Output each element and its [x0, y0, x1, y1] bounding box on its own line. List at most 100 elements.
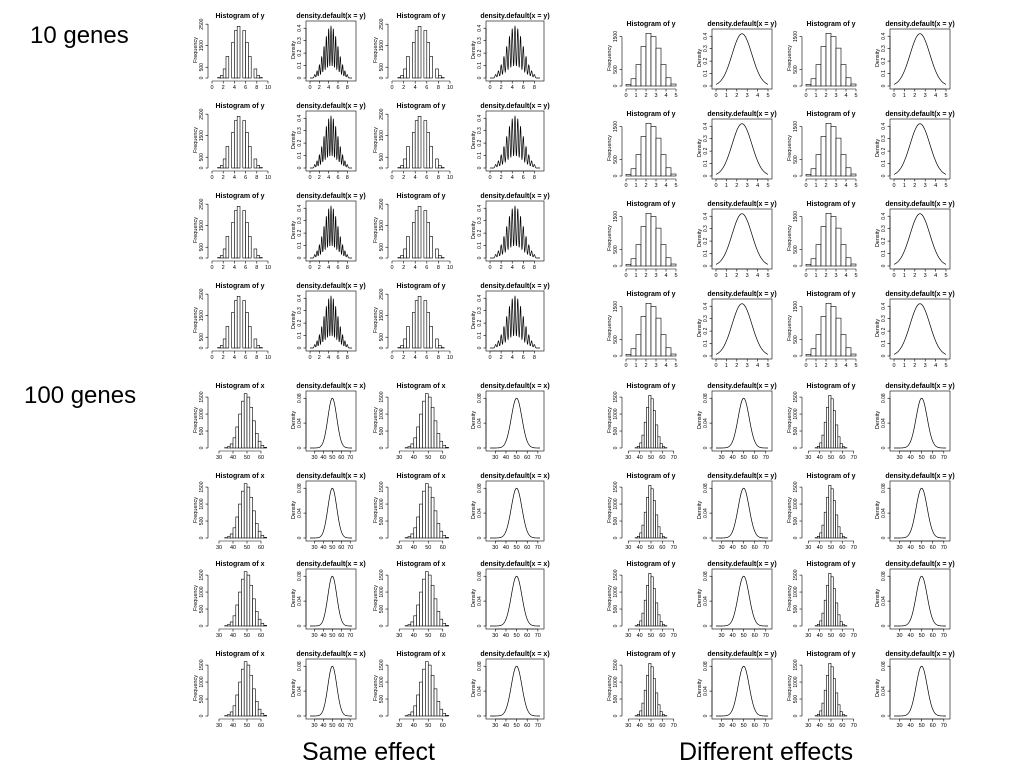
- x-tick-label: 60: [338, 545, 344, 551]
- x-tick-label: 2: [735, 93, 738, 99]
- panel-right-28: Histogram of y Frequency 0 1 2 3 4 5 0 500 1500: [607, 291, 678, 369]
- histogram-bar: [830, 488, 834, 539]
- y-tick-label: 0.1: [477, 242, 483, 249]
- panel-left-50: Histogram of x Frequency 30 40 50 60 0 500 1000 1…: [373, 561, 449, 639]
- x-tick-label: 2: [222, 85, 225, 91]
- y-tick-label: 2500: [199, 198, 205, 209]
- histogram-bar: [640, 136, 647, 177]
- histogram-bar: [842, 714, 845, 717]
- x-tick-label: 2: [644, 273, 647, 279]
- histogram-bar: [820, 316, 827, 357]
- x-tick-label: 70: [535, 633, 541, 639]
- histogram-bar: [655, 47, 662, 87]
- histogram-bar: [650, 576, 654, 627]
- density-curve: [490, 25, 540, 79]
- y-tick-label: 0: [297, 714, 303, 717]
- histogram-bar: [238, 413, 242, 449]
- y-axis-label: Frequency: [373, 127, 379, 153]
- x-tick-label: 4: [511, 265, 514, 271]
- y-tick-label: 0.04: [703, 508, 709, 518]
- histogram-bar: [662, 446, 665, 449]
- histogram-bar: [249, 406, 253, 449]
- y-tick-label: 0: [793, 84, 799, 87]
- histogram-bar: [823, 599, 827, 627]
- y-axis-label: Frequency: [373, 307, 379, 333]
- x-tick-label: 6: [336, 355, 339, 361]
- x-tick-label: 60: [839, 723, 845, 729]
- y-tick-label: 0.2: [477, 229, 483, 236]
- panel-title: Histogram of y: [806, 201, 855, 208]
- histogram-bar: [817, 446, 820, 449]
- histogram-bar: [815, 244, 822, 267]
- y-tick-label: 1500: [199, 569, 205, 580]
- y-tick-label: 0.04: [881, 418, 887, 428]
- histogram-bar: [845, 167, 852, 177]
- x-tick-label: 30: [492, 545, 498, 551]
- histogram-bar: [406, 56, 410, 79]
- x-tick-label: 50: [425, 633, 431, 639]
- histogram-bar: [400, 165, 404, 169]
- y-axis-label: Density: [471, 311, 477, 330]
- histogram-bar: [423, 300, 428, 349]
- y-tick-label: 500: [199, 605, 205, 614]
- histogram-bar: [406, 326, 410, 349]
- histogram-bar: [845, 347, 852, 357]
- y-tick-label: 0: [703, 624, 709, 627]
- x-tick-label: 4: [511, 175, 514, 181]
- y-tick-label: 0.4: [881, 213, 887, 220]
- x-tick-label: 50: [828, 545, 834, 551]
- histogram-bar: [252, 510, 256, 539]
- x-tick-label: 3: [924, 183, 927, 189]
- histogram-bar: [850, 173, 857, 177]
- y-tick-label: 0.2: [477, 319, 483, 326]
- density-curve: [893, 303, 947, 355]
- x-tick-label: 0: [488, 175, 491, 181]
- plot-frame: [889, 568, 951, 630]
- y-tick-label: 1000: [793, 676, 799, 687]
- density-curve: [715, 33, 769, 85]
- x-tick-label: 40: [730, 545, 736, 551]
- panel-right-5: density.default(x = y) Density 0 1 2 3 4 5 0 0.1 0…: [697, 21, 777, 99]
- histogram-bar: [839, 443, 843, 449]
- x-tick-label: 50: [828, 723, 834, 729]
- histogram-bar: [241, 668, 245, 717]
- y-axis-label: Density: [471, 221, 477, 240]
- density-curve: [894, 665, 946, 717]
- x-tick-label: 1: [725, 273, 728, 279]
- x-tick-label: 6: [336, 85, 339, 91]
- x-tick-label: 30: [492, 455, 498, 461]
- x-tick-label: 8: [255, 175, 258, 181]
- y-tick-label: 0: [379, 536, 385, 539]
- y-tick-label: 500: [199, 63, 205, 72]
- y-tick-label: 0: [613, 446, 619, 449]
- histogram-bar: [410, 443, 415, 449]
- x-tick-label: 50: [514, 633, 520, 639]
- y-tick-label: 0.4: [703, 213, 709, 220]
- y-tick-label: 0.3: [477, 127, 483, 134]
- y-tick-label: 0: [703, 446, 709, 449]
- y-tick-label: 500: [379, 333, 385, 342]
- x-tick-label: 60: [752, 455, 758, 461]
- y-axis-label: Frequency: [607, 675, 613, 701]
- x-tick-label: 10: [447, 355, 453, 361]
- histogram-bar: [430, 674, 435, 717]
- y-tick-label: 2500: [379, 108, 385, 119]
- histogram-bar: [646, 584, 650, 627]
- histogram-bar: [407, 624, 412, 627]
- histogram-bar: [805, 354, 812, 357]
- x-tick-label: 30: [625, 455, 631, 461]
- hundred-genes-label: 100 genes: [24, 382, 137, 409]
- density-curve: [490, 575, 540, 627]
- y-tick-label: 500: [793, 605, 799, 614]
- histogram-bar: [414, 30, 419, 79]
- histogram-bar: [229, 443, 234, 449]
- x-tick-label: 60: [338, 455, 344, 461]
- panel-title: density.default(x = y): [707, 473, 776, 480]
- x-tick-label: 50: [741, 633, 747, 639]
- histogram-bar: [837, 436, 841, 449]
- y-tick-label: 0.2: [881, 57, 887, 64]
- histogram-bar: [438, 255, 442, 259]
- y-tick-label: 0: [477, 76, 483, 79]
- x-tick-label: 70: [671, 633, 677, 639]
- y-axis-label: Density: [291, 589, 297, 608]
